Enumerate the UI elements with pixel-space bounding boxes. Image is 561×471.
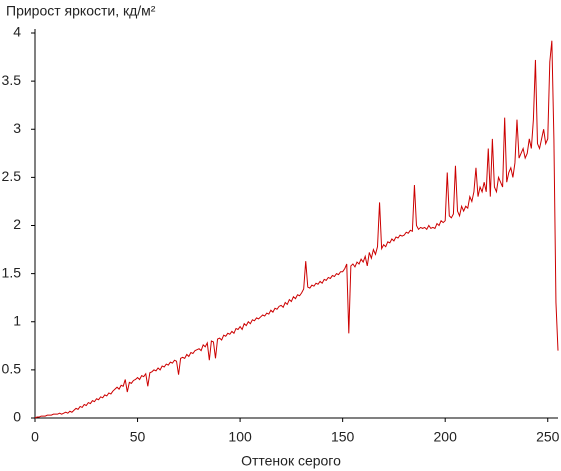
y-tick-label: 1.5	[2, 264, 22, 280]
y-tick-label: 0	[13, 409, 21, 425]
x-axis-label: Оттенок серого	[241, 453, 341, 469]
x-tick-label: 100	[228, 429, 252, 445]
y-tick-label: 2	[13, 216, 21, 232]
x-tick-label: 0	[31, 429, 39, 445]
chart-title: Прирост яркости, кд/м²	[6, 3, 156, 19]
x-tick-label: 250	[536, 429, 560, 445]
y-tick-label: 1	[13, 312, 21, 328]
y-tick-label: 0.5	[2, 361, 22, 377]
x-tick-label: 50	[130, 429, 146, 445]
y-tick-label: 2.5	[2, 168, 22, 184]
y-tick-label: 3	[13, 120, 21, 136]
data-line	[34, 40, 559, 419]
y-tick-label: 4	[13, 24, 21, 40]
x-tick-label: 200	[434, 429, 458, 445]
y-tick-label: 3.5	[2, 72, 22, 88]
x-tick-label: 150	[331, 429, 355, 445]
